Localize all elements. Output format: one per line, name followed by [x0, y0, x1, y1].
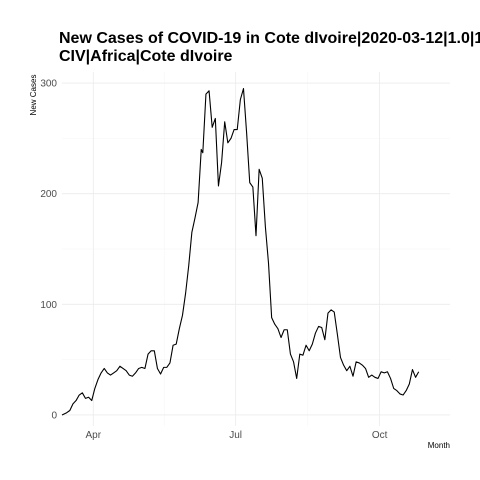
y-axis-title: New Cases — [29, 75, 38, 116]
y-tick-label: 0 — [51, 410, 57, 421]
y-tick-label: 300 — [40, 79, 57, 90]
grid — [62, 72, 450, 426]
series-line-0 — [61, 88, 420, 416]
series-layer — [61, 88, 420, 416]
x-axis-title: Month — [428, 441, 450, 450]
y-tick-label: 100 — [40, 300, 57, 311]
x-tick-label: Oct — [372, 430, 388, 441]
x-tick-label: Jul — [229, 430, 242, 441]
y-tick-label: 200 — [40, 189, 57, 200]
x-axis-ticks: Apr Jul Oct — [86, 430, 388, 441]
chart-title-line-2: CIV|Africa|Cote dIvoire — [59, 48, 233, 65]
y-axis-ticks: 0 100 200 300 — [40, 79, 57, 422]
chart-title-line-1: New Cases of COVID-19 in Cote dIvoire|20… — [59, 30, 480, 47]
x-tick-label: Apr — [86, 430, 102, 441]
